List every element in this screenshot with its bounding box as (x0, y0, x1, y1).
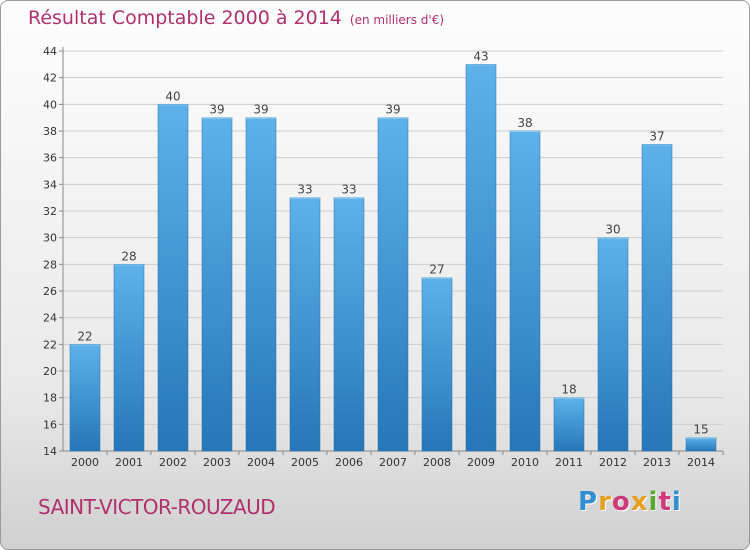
y-tick-label: 16 (43, 418, 57, 431)
data-label-2010: 38 (517, 116, 532, 130)
y-tick-label: 30 (43, 232, 57, 245)
y-tick-label: 20 (43, 365, 57, 378)
bars (69, 64, 717, 452)
x-tick-label: 2011 (555, 456, 583, 469)
x-tick-label: 2004 (247, 456, 275, 469)
x-tick-label: 2002 (159, 456, 187, 469)
x-tick-label: 2012 (599, 456, 627, 469)
x-tick-label: 2014 (687, 456, 715, 469)
bar-2006 (333, 197, 365, 452)
title-unit: (en milliers d'€) (349, 13, 445, 27)
data-label-2005: 33 (297, 183, 312, 197)
y-tick-label: 28 (43, 258, 57, 271)
labels: 14 16 18 20 22 24 26 28 30 32 34 36 38 40 42 44 22 2000 28… (43, 45, 715, 469)
bar-2007 (377, 117, 409, 452)
bar-2003 (201, 117, 233, 452)
y-tick-label: 22 (43, 338, 57, 351)
y-tick-label: 24 (43, 312, 57, 325)
data-label-2001: 28 (121, 249, 136, 263)
y-tick-label: 18 (43, 392, 57, 405)
data-label-2003: 39 (209, 103, 224, 117)
bar-2011 (553, 397, 585, 452)
y-tick-label: 14 (43, 445, 57, 458)
x-tick-label: 2005 (291, 456, 319, 469)
y-tick-label: 40 (43, 98, 57, 111)
bar-2000 (69, 344, 101, 452)
data-label-2000: 22 (77, 329, 92, 343)
x-tick-label: 2010 (511, 456, 539, 469)
data-label-2004: 39 (253, 103, 268, 117)
data-label-2007: 39 (385, 103, 400, 117)
bar-2004 (245, 117, 277, 452)
bar-2008 (421, 277, 453, 452)
x-tick-label: 2013 (643, 456, 671, 469)
proxiti-logo: Proxiti (578, 487, 682, 517)
x-tick-label: 2007 (379, 456, 407, 469)
y-tick-label: 34 (43, 178, 57, 191)
data-label-2002: 40 (165, 89, 180, 103)
x-tick-label: 2006 (335, 456, 363, 469)
bar-2013 (641, 144, 673, 452)
y-tick-label: 26 (43, 285, 57, 298)
x-tick-label: 2000 (71, 456, 99, 469)
y-tick-label: 42 (43, 72, 57, 85)
data-label-2006: 33 (341, 183, 356, 197)
bar-2001 (113, 264, 145, 452)
bar-2005 (289, 197, 321, 452)
data-label-2009: 43 (473, 49, 488, 63)
y-tick-label: 32 (43, 205, 57, 218)
data-label-2013: 37 (649, 129, 664, 143)
y-tick-label: 36 (43, 152, 57, 165)
bar-2009 (465, 64, 497, 452)
bar-2014 (685, 437, 717, 452)
data-label-2014: 15 (693, 423, 708, 437)
y-tick-label: 38 (43, 125, 57, 138)
x-tick-label: 2008 (423, 456, 451, 469)
data-label-2012: 30 (605, 223, 620, 237)
chart-title: Résultat Comptable 2000 à 2014 (en millie… (28, 7, 444, 29)
title-text: Résultat Comptable 2000 à 2014 (28, 7, 342, 29)
bar-2010 (509, 130, 541, 452)
bar-2002 (157, 104, 189, 452)
data-label-2011: 18 (561, 383, 576, 397)
x-tick-label: 2003 (203, 456, 231, 469)
x-tick-label: 2001 (115, 456, 143, 469)
x-tick-label: 2009 (467, 456, 495, 469)
data-label-2008: 27 (429, 263, 444, 277)
y-tick-label: 44 (43, 45, 57, 58)
bar-2012 (597, 237, 629, 452)
commune-name: SAINT-VICTOR-ROUZAUD (38, 495, 276, 519)
